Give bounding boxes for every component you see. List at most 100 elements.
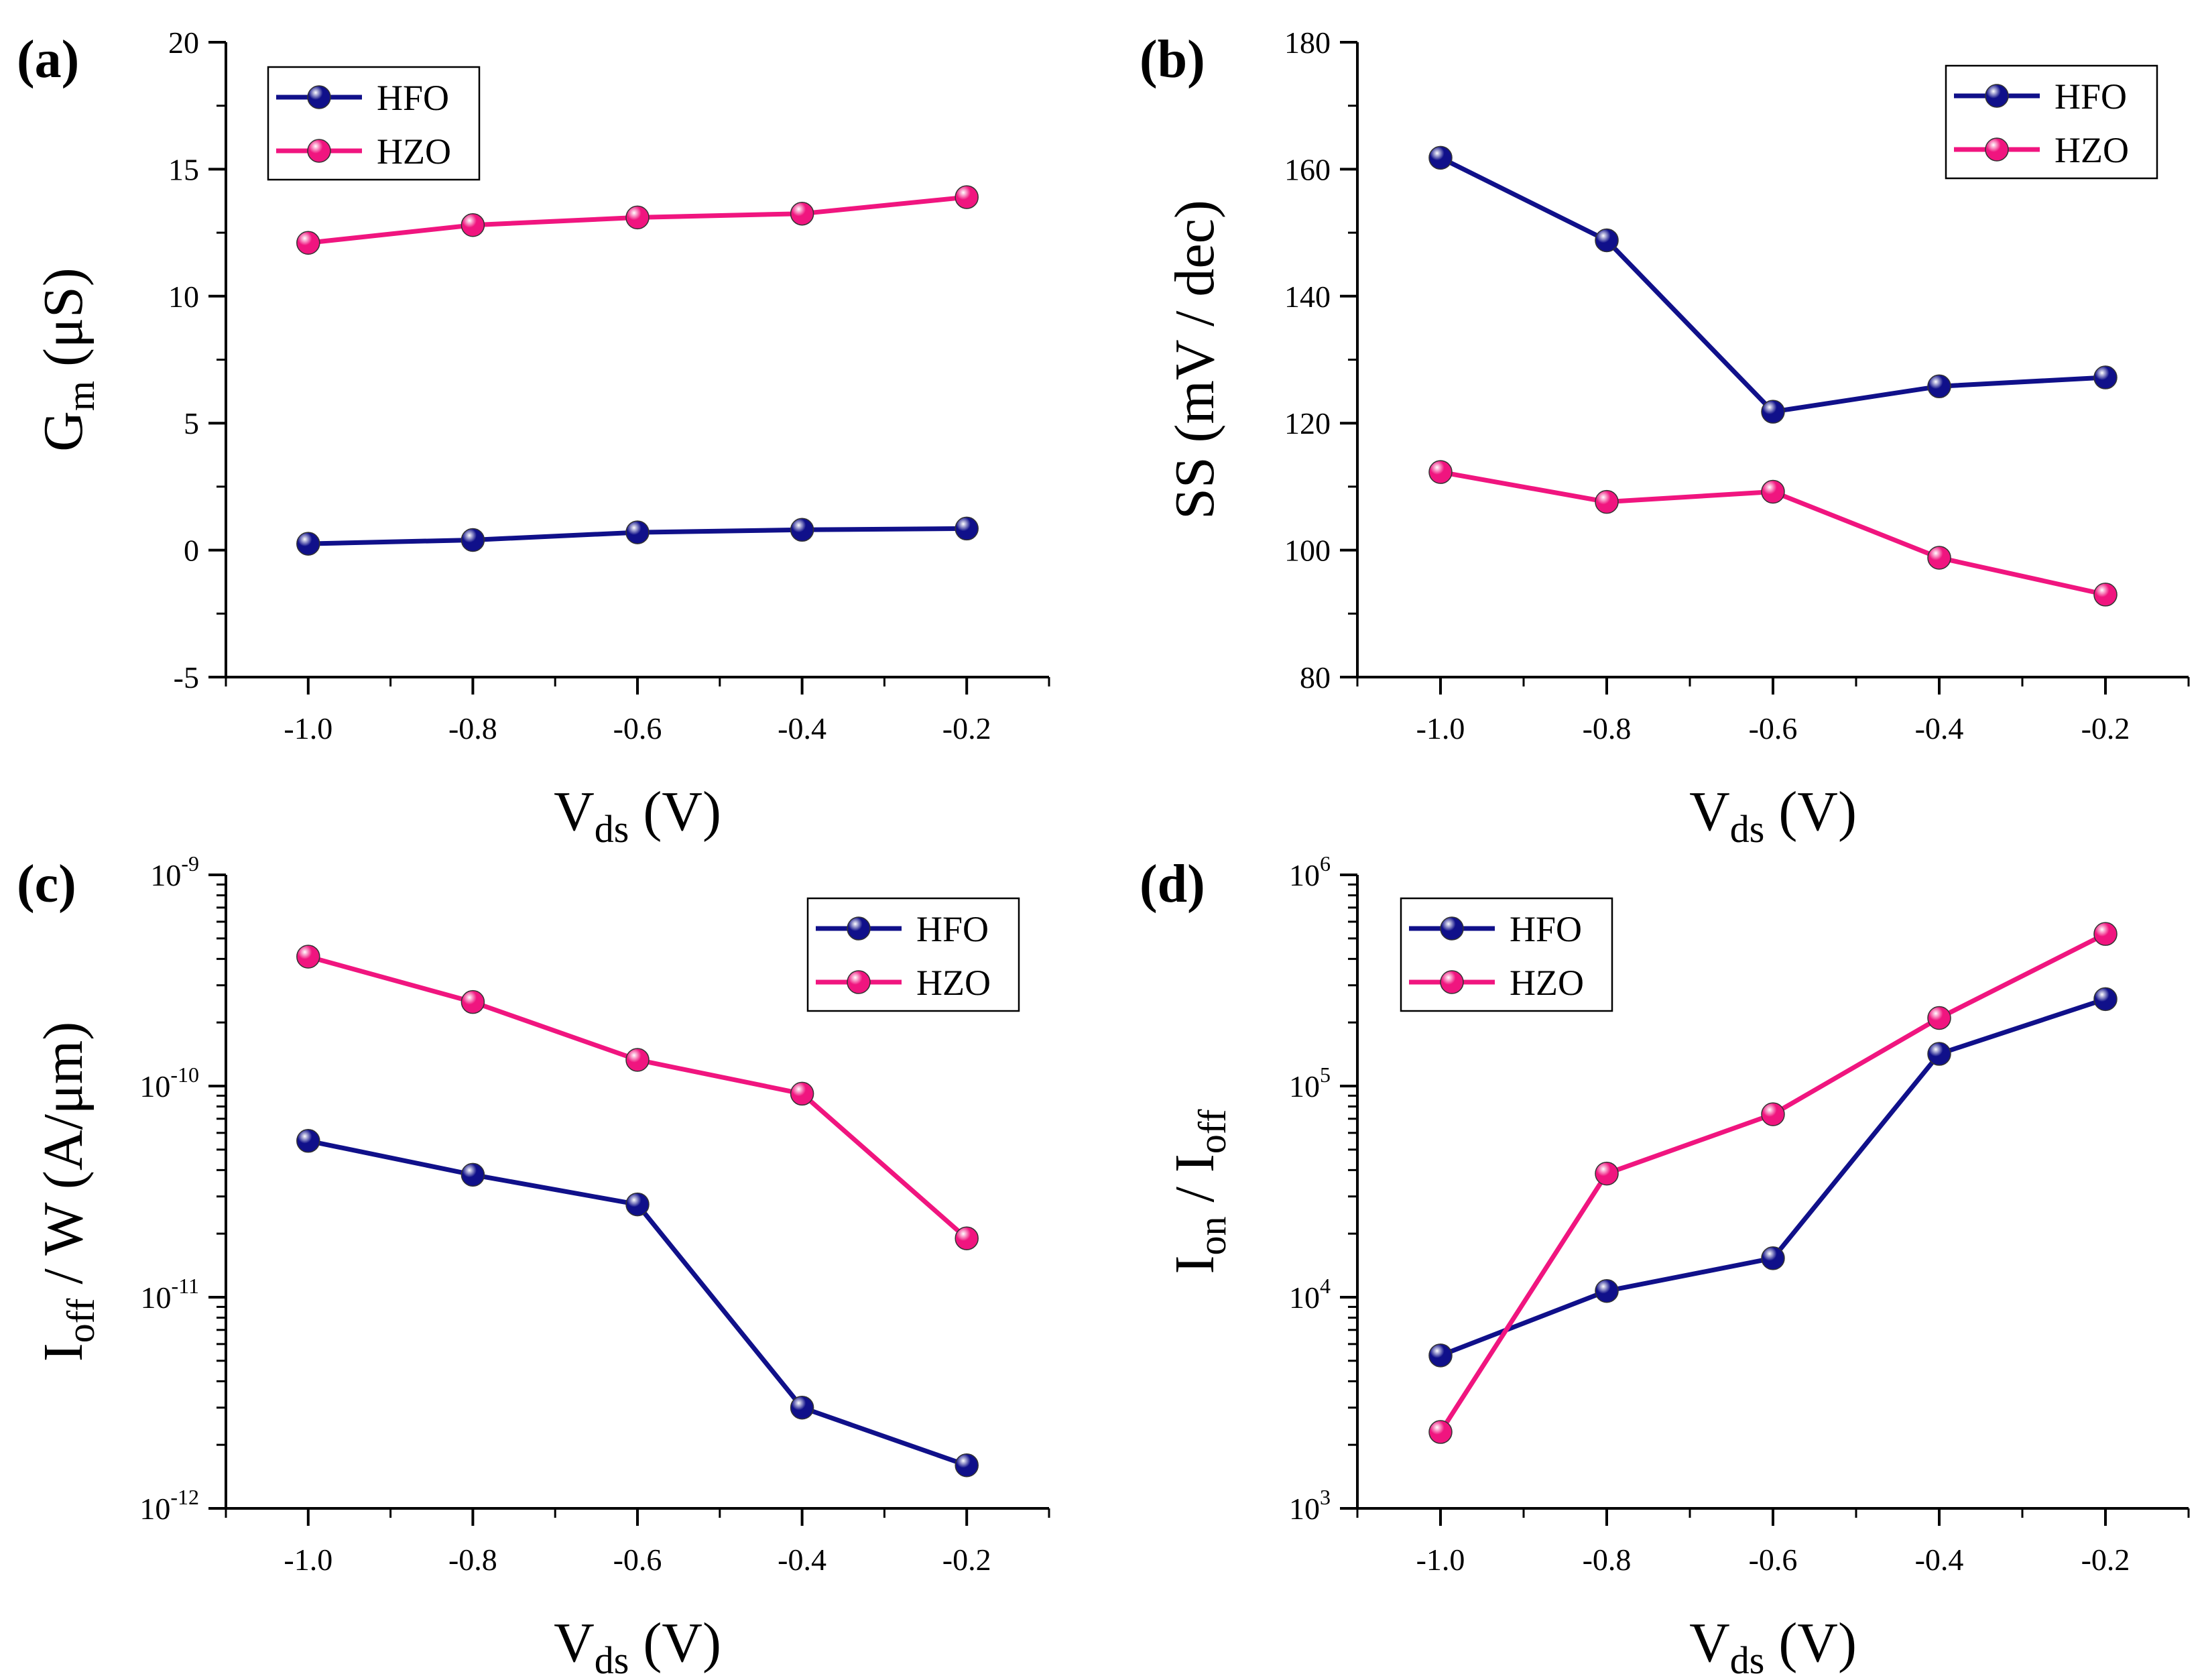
y-tick-label: 120 [1284,406,1331,440]
series-line-hfo [1439,997,2107,1358]
data-point-hfo [2093,365,2118,389]
x-tick-label: -0.4 [1915,1543,1964,1577]
x-tick-label: -0.8 [448,1543,497,1577]
data-point-hzo [1761,1102,1785,1126]
y-tick-label: 10-10 [139,1063,199,1103]
x-tick-label: -1.0 [284,1543,332,1577]
x-tick-label: -0.6 [1749,711,1798,745]
data-point-hfo [955,516,979,541]
legend-box [267,66,481,181]
data-point-hzo [2093,583,2118,607]
x-tick-label: -0.6 [613,711,662,745]
data-point-hfo [2093,987,2118,1012]
data-point-hzo [1428,460,1453,484]
panel-a: (a) -1.0 -0.8 -0.6 -0.4 -0.2 -5 0 5 10 15 20 Vds (V)… [17,25,1050,851]
data-point-hfo [461,1162,485,1187]
data-point-hzo [1428,1420,1453,1444]
legend-label-hzo: HZO [377,131,451,172]
series-line-hfo [308,1138,968,1468]
x-tick-label: -0.4 [1915,711,1964,745]
y-tick-label: 5 [184,406,199,440]
legend-marker-hzo [1985,137,2009,162]
legend-marker-hfo [307,85,331,109]
data-point-hfo [1595,228,1619,253]
legend-box [1945,64,2158,180]
x-tick-label: -0.4 [778,1543,826,1577]
y-tick-label: 104 [1289,1274,1331,1315]
y-axis-title: Ion / Ioff [1164,1109,1234,1274]
data-point-hzo [625,205,650,230]
x-tick-label: -0.2 [2081,711,2130,745]
y-axis-title: Ioff / W (A/μm) [32,1022,103,1362]
y-tick-label: 80 [1300,660,1331,695]
data-point-hfo [790,1395,814,1420]
data-point-hzo [1761,479,1785,504]
data-point-hzo [955,1226,979,1250]
data-point-hzo [1927,546,1951,570]
data-point-hzo [955,185,979,209]
x-tick-label: -0.2 [942,1543,991,1577]
x-tick-label: -0.8 [1583,1543,1632,1577]
panel-d: (d) -1.0 -0.8 -0.6 -0.4 -0.2 103 104 105 106 Vds (… [1140,851,2190,1680]
x-tick-label: -0.2 [942,711,991,745]
x-tick-label: -0.6 [613,1543,662,1577]
panel-label: (d) [1140,855,1205,914]
data-point-hfo [461,528,485,552]
legend-box [806,897,1020,1012]
y-tick-label: 160 [1284,152,1331,186]
y-tick-label: 140 [1284,280,1331,314]
x-axis-title: Vds (V) [1689,780,1857,851]
legend-box [1400,897,1613,1012]
y-tick-label: 103 [1289,1485,1331,1526]
data-point-hfo [625,1192,650,1217]
legend-label-hfo: HFO [1510,909,1582,949]
data-point-hfo [1428,145,1453,170]
data-point-hzo [790,1081,814,1106]
legend-label-hfo: HFO [916,909,989,949]
y-tick-label: -5 [174,660,199,695]
x-tick-label: -0.2 [2081,1543,2130,1577]
panel-c: (c) -1.0 -0.8 -0.6 -0.4 -0.2 10-12 10-11 10-10 10… [17,851,1050,1680]
legend-marker-hfo [1985,84,2009,108]
data-point-hzo [2093,922,2118,946]
data-point-hfo [625,520,650,544]
y-tick-label: 105 [1289,1063,1331,1103]
y-tick-label: 15 [168,152,199,186]
data-point-hfo [1927,374,1951,399]
data-point-hzo [296,231,320,255]
x-tick-label: -0.6 [1749,1543,1798,1577]
y-tick-label: 10-11 [141,1274,199,1315]
x-axis-title: Vds (V) [554,1612,721,1680]
data-point-hzo [1595,489,1619,514]
data-point-hzo [1595,1161,1619,1186]
legend-marker-hzo [1440,970,1464,994]
y-tick-label: 180 [1284,25,1331,60]
x-tick-label: -0.8 [1583,711,1632,745]
data-point-hzo [1927,1006,1951,1030]
data-point-hzo [625,1048,650,1072]
data-point-hfo [296,532,320,556]
legend-label-hzo: HZO [2055,130,2129,170]
x-tick-label: -1.0 [1416,711,1465,745]
panel-label: (a) [17,30,79,89]
data-point-hfo [296,1129,320,1153]
y-axis-title: Gm (μS) [32,267,103,452]
x-axis-title: Vds (V) [1689,1612,1857,1680]
x-tick-label: -0.8 [448,711,497,745]
data-point-hfo [790,518,814,542]
panel-label: (b) [1140,30,1205,89]
legend-label-hzo: HZO [1510,963,1584,1003]
legend-marker-hfo [847,916,871,941]
y-axis-title: SS (mV / dec) [1164,200,1226,520]
data-point-hfo [1595,1278,1619,1303]
panel-label: (c) [17,855,76,914]
data-point-hfo [1761,1246,1785,1270]
series-line-hfo [1439,156,2106,414]
y-tick-label: 100 [1284,534,1331,568]
legend-marker-hfo [1440,916,1464,941]
legend-marker-hzo [847,970,871,994]
data-point-hzo [790,201,814,226]
legend-label-hzo: HZO [916,963,991,1003]
data-point-hfo [1428,1343,1453,1368]
